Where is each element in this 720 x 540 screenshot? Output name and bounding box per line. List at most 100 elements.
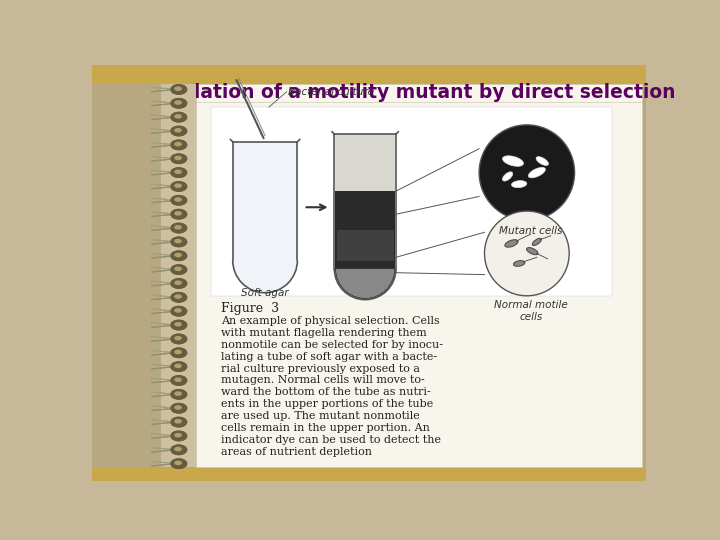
Text: An example of physical selection. Cells: An example of physical selection. Cells — [221, 316, 440, 326]
Ellipse shape — [171, 320, 187, 330]
Ellipse shape — [171, 195, 187, 206]
Ellipse shape — [505, 240, 518, 247]
Text: mutagen. Normal cells will move to-: mutagen. Normal cells will move to- — [221, 375, 425, 386]
Ellipse shape — [171, 334, 187, 345]
Text: ents in the upper portions of the tube: ents in the upper portions of the tube — [221, 400, 433, 409]
Ellipse shape — [174, 350, 182, 354]
Ellipse shape — [171, 417, 187, 428]
Text: with mutant flagella rendering them: with mutant flagella rendering them — [221, 328, 427, 338]
Ellipse shape — [171, 195, 187, 206]
Ellipse shape — [174, 156, 182, 160]
Ellipse shape — [171, 167, 187, 178]
Ellipse shape — [174, 170, 182, 174]
Text: nonmotile can be selected for by inocu-: nonmotile can be selected for by inocu- — [221, 340, 444, 350]
Ellipse shape — [171, 389, 187, 400]
Ellipse shape — [171, 112, 187, 123]
Ellipse shape — [174, 184, 182, 188]
Ellipse shape — [174, 447, 182, 451]
Ellipse shape — [174, 405, 182, 410]
Ellipse shape — [171, 237, 187, 247]
Ellipse shape — [174, 100, 182, 105]
Ellipse shape — [171, 458, 187, 469]
Text: cells remain in the upper portion. An: cells remain in the upper portion. An — [221, 423, 430, 433]
Ellipse shape — [171, 209, 187, 220]
Ellipse shape — [171, 264, 187, 275]
Circle shape — [485, 211, 570, 296]
Ellipse shape — [171, 361, 187, 372]
Text: rial culture previously exposed to a: rial culture previously exposed to a — [221, 363, 420, 374]
Circle shape — [479, 125, 575, 220]
Ellipse shape — [171, 444, 187, 455]
Bar — [92, 65, 647, 84]
Ellipse shape — [174, 294, 182, 299]
Text: lating a tube of soft agar with a bacte-: lating a tube of soft agar with a bacte- — [221, 352, 437, 362]
Ellipse shape — [171, 98, 187, 109]
Ellipse shape — [174, 170, 182, 174]
Ellipse shape — [174, 433, 182, 437]
Ellipse shape — [171, 389, 187, 400]
Text: Bacterial culture: Bacterial culture — [288, 87, 374, 97]
Ellipse shape — [174, 419, 182, 423]
Ellipse shape — [171, 153, 187, 164]
Text: indicator dye can be used to detect the: indicator dye can be used to detect the — [221, 435, 441, 445]
Ellipse shape — [171, 334, 187, 345]
Ellipse shape — [174, 363, 182, 368]
Ellipse shape — [174, 211, 182, 215]
Ellipse shape — [174, 128, 182, 132]
Ellipse shape — [174, 114, 182, 119]
Ellipse shape — [174, 267, 182, 271]
Ellipse shape — [174, 253, 182, 257]
Ellipse shape — [171, 375, 187, 386]
Ellipse shape — [171, 430, 187, 441]
Ellipse shape — [511, 181, 527, 188]
Ellipse shape — [171, 403, 187, 414]
Ellipse shape — [171, 98, 187, 109]
Ellipse shape — [174, 336, 182, 340]
Ellipse shape — [171, 278, 187, 289]
Ellipse shape — [174, 142, 182, 146]
Ellipse shape — [171, 430, 187, 441]
Text: areas of nutrient depletion: areas of nutrient depletion — [221, 447, 372, 457]
Ellipse shape — [171, 84, 187, 95]
Text: Normal motile
cells: Normal motile cells — [494, 300, 567, 322]
Ellipse shape — [174, 128, 182, 132]
Ellipse shape — [171, 403, 187, 414]
Ellipse shape — [174, 280, 182, 285]
Ellipse shape — [174, 392, 182, 396]
Bar — [335, 134, 395, 191]
Ellipse shape — [174, 447, 182, 451]
Ellipse shape — [171, 153, 187, 164]
Ellipse shape — [174, 350, 182, 354]
Ellipse shape — [174, 363, 182, 368]
Ellipse shape — [174, 225, 182, 229]
Ellipse shape — [174, 142, 182, 146]
Ellipse shape — [174, 461, 182, 465]
Text: Isolation of a motility mutant by direct selection: Isolation of a motility mutant by direct… — [163, 83, 675, 102]
Ellipse shape — [171, 417, 187, 428]
Ellipse shape — [171, 375, 187, 386]
Ellipse shape — [174, 211, 182, 215]
Ellipse shape — [174, 239, 182, 244]
Ellipse shape — [171, 306, 187, 316]
Ellipse shape — [171, 139, 187, 150]
Ellipse shape — [171, 112, 187, 123]
Wedge shape — [336, 269, 395, 298]
Ellipse shape — [174, 280, 182, 285]
Ellipse shape — [174, 156, 182, 160]
Ellipse shape — [174, 419, 182, 423]
Bar — [211, 107, 611, 296]
Ellipse shape — [174, 377, 182, 382]
Ellipse shape — [174, 308, 182, 313]
FancyBboxPatch shape — [335, 134, 395, 269]
Text: Soft agar: Soft agar — [241, 288, 289, 298]
Ellipse shape — [174, 322, 182, 327]
Text: ward the bottom of the tube as nutri-: ward the bottom of the tube as nutri- — [221, 387, 431, 397]
Ellipse shape — [174, 100, 182, 105]
Ellipse shape — [171, 167, 187, 178]
Wedge shape — [335, 269, 395, 299]
Ellipse shape — [528, 167, 545, 178]
Ellipse shape — [174, 86, 182, 91]
Ellipse shape — [174, 114, 182, 119]
Text: are used up. The mutant nonmotile: are used up. The mutant nonmotile — [221, 411, 420, 421]
Ellipse shape — [174, 253, 182, 257]
